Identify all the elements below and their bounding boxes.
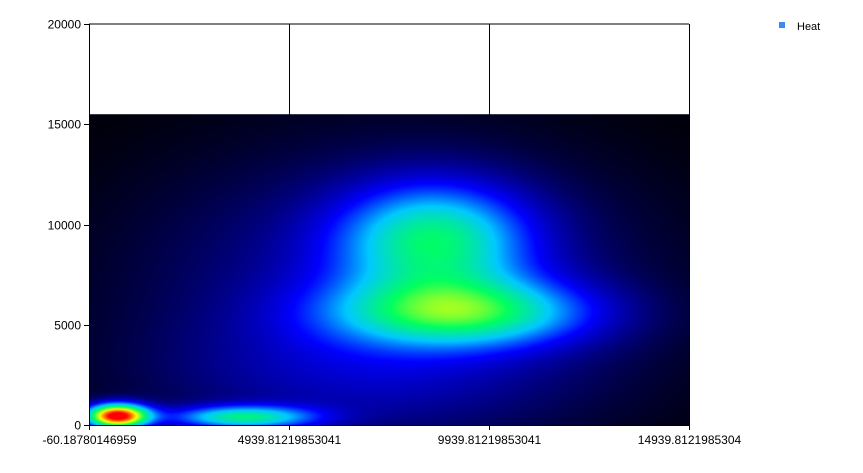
x-tick-label: -60.18780146959 xyxy=(42,433,136,447)
y-tick-label: 0 xyxy=(74,419,81,433)
axis-layer xyxy=(89,24,690,426)
heat-layer xyxy=(89,114,689,426)
y-tick-label: 20000 xyxy=(48,18,82,32)
legend-swatch-heat xyxy=(779,22,785,28)
heatmap-image xyxy=(89,114,689,426)
x-tick-label: 9939.81219853041 xyxy=(438,433,542,447)
y-tick-label: 5000 xyxy=(54,319,81,333)
y-tick-label: 10000 xyxy=(48,219,82,233)
x-tick-label: 4939.81219853041 xyxy=(238,433,342,447)
y-tick-label: 15000 xyxy=(48,118,82,132)
tick-layer: 0 5000 10000 15000 20000 -60.18780146959 4939.… xyxy=(42,18,741,448)
legend-label-heat: Heat xyxy=(797,21,820,33)
legend: Heat xyxy=(779,21,820,33)
x-tick-label: 14939.8121985304 xyxy=(638,433,742,447)
